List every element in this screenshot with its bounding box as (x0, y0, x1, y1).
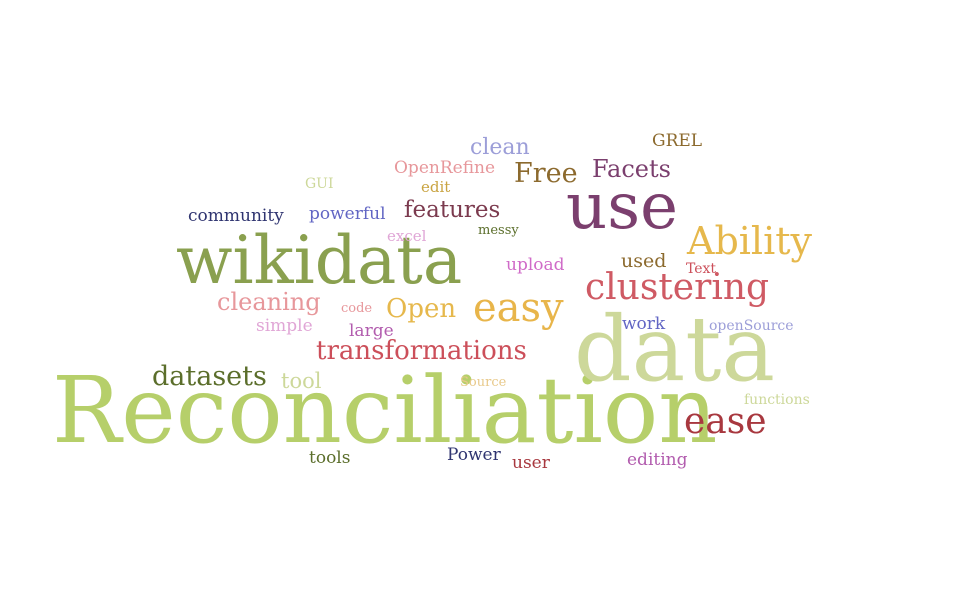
word-functions: functions (744, 392, 810, 408)
word-text: Text (686, 261, 717, 277)
word-user: user (512, 453, 550, 473)
word-ease: ease (684, 401, 767, 442)
word-edit: edit (421, 178, 451, 196)
word-features: features (404, 197, 501, 223)
word-upload: upload (506, 255, 565, 275)
word-gui: GUI (305, 176, 334, 192)
word-cleaning: cleaning (217, 288, 321, 316)
word-openrefine: OpenRefine (394, 158, 496, 178)
word-ability: Ability (687, 219, 812, 263)
word-data: data (574, 297, 776, 402)
word-reconciliation: Reconciliation (52, 357, 718, 464)
word-powerful: powerful (309, 204, 386, 224)
word-facets: Facets (592, 155, 671, 183)
word-code: code (341, 301, 373, 316)
word-use: use (566, 170, 678, 244)
word-open: Open (386, 294, 457, 324)
word-work: work (622, 314, 666, 334)
word-large: large (349, 321, 394, 341)
word-opensource: openSource (709, 318, 794, 334)
word-messy: messy (478, 223, 519, 238)
word-excel: excel (387, 227, 427, 245)
word-used: used (621, 250, 667, 272)
word-power: Power (447, 445, 501, 465)
word-free: Free (514, 158, 578, 189)
word-wikidata: wikidata (176, 222, 463, 299)
word-tools: tools (309, 448, 351, 468)
word-simple: simple (256, 316, 313, 336)
word-clean: clean (470, 135, 530, 160)
word-community: community (188, 206, 284, 226)
word-datasets: datasets (152, 361, 267, 392)
word-tool: tool (281, 369, 322, 393)
word-editing: editing (627, 450, 688, 470)
word-transformations: transformations (316, 336, 527, 366)
word-clustering: clustering (585, 267, 770, 308)
word-easy: easy (473, 285, 564, 331)
word-grel: GREL (652, 131, 703, 151)
word-source: Source (460, 375, 507, 390)
